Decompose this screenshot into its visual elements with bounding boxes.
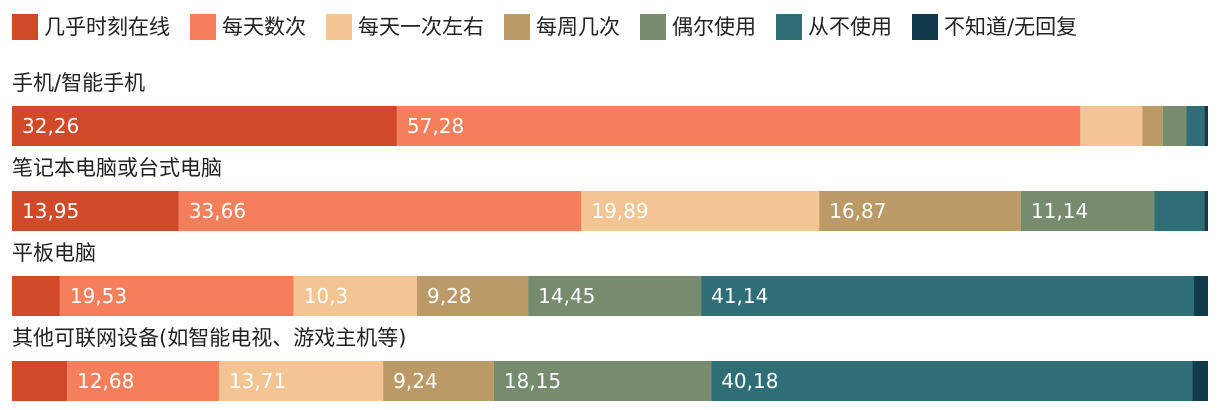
data-label: 19,53 [70,284,127,308]
data-label: 32,26 [22,114,79,138]
data-label: 41,14 [711,284,768,308]
legend-swatch [190,14,216,40]
data-label: 14,45 [538,284,595,308]
legend-item: 不知道/无回复 [912,14,1077,40]
bar-segment [711,361,1193,401]
legend-label: 从不使用 [808,15,892,39]
bar-segment [1204,191,1208,231]
bar-segment [1186,106,1205,146]
legend-swatch [12,14,38,40]
data-label: 9,24 [393,369,438,393]
legend-swatch [504,14,530,40]
data-label: 19,89 [591,199,648,223]
bar-segment [1142,106,1163,146]
legend-label: 不知道/无回复 [944,15,1078,39]
row-title: 笔记本电脑或台式电脑 [12,156,222,180]
legend-label: 几乎时刻在线 [44,15,170,39]
bar-segment [581,191,820,231]
legend-item: 偶尔使用 [640,14,756,40]
data-label: 57,28 [407,114,464,138]
legend-item: 每周几次 [504,14,620,40]
bar-segment [1193,276,1208,316]
legend-label: 每天数次 [222,15,306,39]
data-label: 40,18 [721,369,778,393]
bar-segment [12,276,60,316]
row-title: 平板电脑 [12,241,96,265]
data-label: 9,28 [427,284,472,308]
legend-swatch [776,14,802,40]
bar-segment [383,361,494,401]
bar-segment [178,191,582,231]
bar-segment [12,191,179,231]
data-label: 16,87 [829,199,886,223]
bar-segment [1020,191,1155,231]
bar-segment [1204,106,1208,146]
data-label: 12,68 [77,369,134,393]
legend-item: 每天一次左右 [326,14,484,40]
data-label: 33,66 [189,199,246,223]
legend-label: 每天一次左右 [358,15,484,39]
legend-label: 偶尔使用 [672,15,756,39]
legend-item: 从不使用 [776,14,892,40]
bar-segment [396,106,1081,146]
row-title: 手机/智能手机 [12,71,145,95]
legend-swatch [640,14,666,40]
legend-item: 几乎时刻在线 [12,14,170,40]
data-label: 11,14 [1031,199,1088,223]
legend-swatch [912,14,938,40]
bar-segment [59,276,294,316]
data-label: 10,3 [304,284,349,308]
bar-segment [12,361,68,401]
bar-segment [293,276,418,316]
row-title: 其他可联网设备(如智能电视、游戏主机等) [12,326,406,350]
bar-segment [1080,106,1143,146]
bar-segment [528,276,702,316]
bar-segment [1154,191,1205,231]
legend-item: 每天数次 [190,14,306,40]
bar-segment [701,276,1194,316]
bar-segment [819,191,1021,231]
legend-swatch [326,14,352,40]
bar-segment [67,361,219,401]
bar-segment [417,276,529,316]
data-label: 18,15 [504,369,561,393]
bar-segment [218,361,384,401]
legend-label: 每周几次 [536,15,620,39]
bar-segment [1192,361,1208,401]
chart-legend: 几乎时刻在线 每天数次 每天一次左右 每周几次 偶尔使用 从不使用 不知道/无回复 [12,12,1077,42]
bar-segment [493,361,712,401]
bar-segment [12,106,397,146]
bar-segment [1162,106,1187,146]
data-label: 13,95 [22,199,79,223]
data-label: 13,71 [229,369,286,393]
